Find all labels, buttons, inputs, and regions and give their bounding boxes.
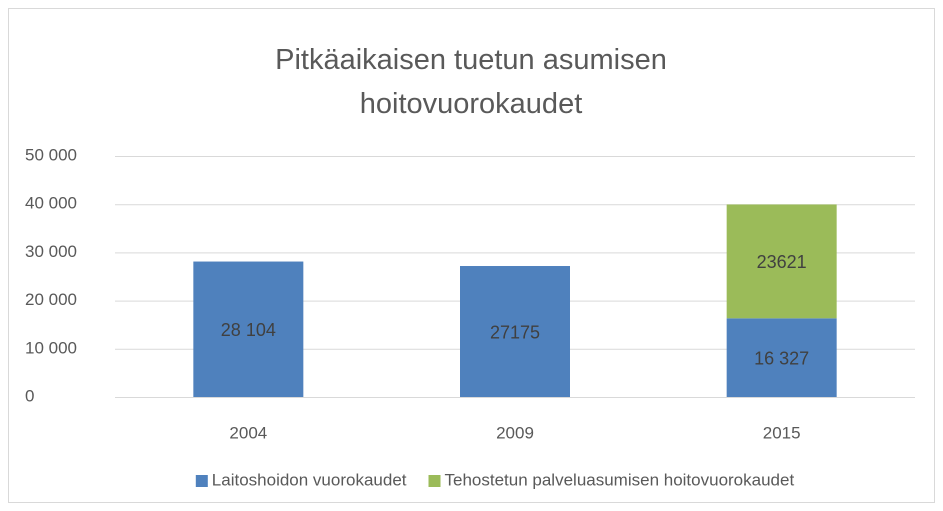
y-tick-label: 0 xyxy=(25,386,34,405)
y-tick-label: 40 000 xyxy=(25,194,77,213)
x-tick-label: 2009 xyxy=(496,423,534,442)
legend-label: Laitoshoidon vuorokaudet xyxy=(212,470,407,489)
bar-segment xyxy=(460,266,570,397)
bar-segment xyxy=(193,261,304,397)
legend-label: Tehostetun palveluasumisen hoitovuorokau… xyxy=(445,470,795,489)
y-tick-label: 50 000 xyxy=(25,145,77,164)
x-tick-label: 2015 xyxy=(763,423,801,442)
data-label: 27175 xyxy=(490,322,540,342)
data-label: 16 327 xyxy=(754,348,809,368)
bar-segment xyxy=(726,318,837,397)
legend-swatch xyxy=(428,475,441,487)
y-tick-label: 30 000 xyxy=(25,242,77,261)
legend-swatch xyxy=(195,475,208,487)
y-tick-label: 10 000 xyxy=(25,338,77,357)
y-tick-label: 20 000 xyxy=(25,290,77,309)
bar-segment xyxy=(726,204,837,319)
x-tick-label: 2004 xyxy=(229,423,267,442)
chart-title: Pitkäaikaisen tuetun asumisen hoitovuoro… xyxy=(275,44,667,120)
data-label: 28 104 xyxy=(221,320,276,340)
data-label: 23621 xyxy=(757,252,807,272)
